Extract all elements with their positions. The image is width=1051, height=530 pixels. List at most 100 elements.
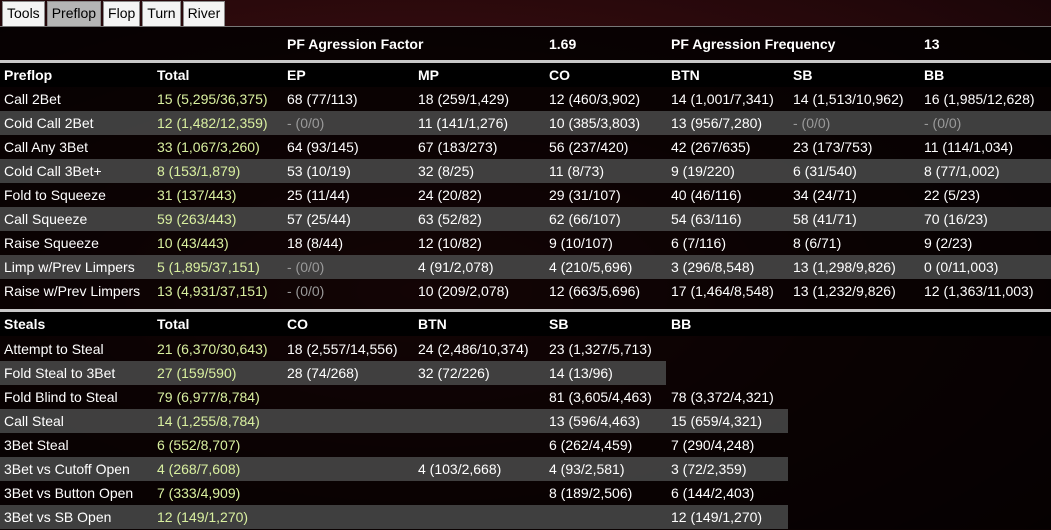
- stat-value: 14 (1,513/10,962): [793, 91, 904, 107]
- stat-value: - (0/0): [287, 115, 325, 131]
- stat-value: 6 (144/2,403): [671, 485, 755, 501]
- stat-row-cold-call-2bet[interactable]: Cold Call 2Bet 12 (1,482/12,359) - (0/0) 11…: [0, 111, 1051, 135]
- stat-value: 3 (296/8,548): [671, 259, 755, 275]
- stat-label: Call 2Bet: [4, 91, 61, 107]
- column-header-ep[interactable]: EP: [287, 67, 306, 83]
- stat-value: 32 (72/226): [418, 365, 490, 381]
- stat-row-fold-blind-to-steal[interactable]: Fold Blind to Steal 79 (6,977/8,784) 81 (3…: [0, 385, 788, 409]
- stat-value: 11 (8/73): [549, 163, 604, 179]
- stat-value: 15 (5,295/36,375): [157, 91, 268, 107]
- stat-value: 12 (10/82): [418, 235, 482, 251]
- stat-value: 81 (3,605/4,463): [549, 389, 652, 405]
- stat-row-attempt-to-steal[interactable]: Attempt to Steal 21 (6,370/30,643) 18 (2,5…: [0, 337, 666, 361]
- stat-row-call-any-3bet[interactable]: Call Any 3Bet 33 (1,067/3,260) 64 (93/145)…: [0, 135, 1051, 159]
- stat-row-fold-to-squeeze[interactable]: Fold to Squeeze 31 (137/443) 25 (11/44) 24 …: [0, 183, 1051, 207]
- stat-value: 4 (103/2,668): [418, 461, 502, 477]
- steals-header: Steals Total CO BTN SB BB: [0, 309, 1051, 336]
- stat-value: 23 (173/753): [793, 139, 873, 155]
- stat-value: 4 (93/2,581): [549, 461, 625, 477]
- stat-value: 12 (149/1,270): [671, 509, 763, 525]
- af-value: 1.69: [549, 36, 577, 52]
- stat-value: 42 (267/635): [671, 139, 751, 155]
- stat-value: 78 (3,372/4,321): [671, 389, 774, 405]
- stat-value: 64 (93/145): [287, 139, 359, 155]
- stat-value: 7 (333/4,909): [157, 485, 241, 501]
- stat-row-raise-squeeze[interactable]: Raise Squeeze 10 (43/443) 18 (8/44) 12 (10/…: [0, 231, 1051, 255]
- stat-row-cold-call-3bet[interactable]: Cold Call 3Bet+ 8 (153/1,879) 53 (10/19) 32…: [0, 159, 1051, 183]
- stat-value: 10 (385/3,803): [549, 115, 641, 131]
- stat-label: Raise w/Prev Limpers: [4, 283, 141, 299]
- stat-value: 15 (659/4,321): [671, 413, 763, 429]
- stat-value: 10 (209/2,078): [418, 283, 510, 299]
- column-header-co[interactable]: CO: [549, 67, 570, 83]
- stat-row-limp-w-prev-limpers[interactable]: Limp w/Prev Limpers 5 (1,895/37,151) - (0/…: [0, 255, 1051, 279]
- column-header-btn[interactable]: BTN: [671, 67, 700, 83]
- column-header-bb[interactable]: BB: [671, 316, 692, 332]
- stat-value: 32 (8/25): [418, 163, 475, 179]
- stat-value: 3 (72/2,359): [671, 461, 747, 477]
- tab-river[interactable]: River: [182, 1, 226, 26]
- stat-value: 9 (19/220): [671, 163, 735, 179]
- column-header-total[interactable]: Total: [157, 67, 190, 83]
- stat-value: - (0/0): [793, 115, 831, 131]
- stat-row-call-steal[interactable]: Call Steal 14 (1,255/8,784) 13 (596/4,463)…: [0, 409, 788, 433]
- stat-value: 7 (290/4,248): [671, 437, 755, 453]
- stat-value: 18 (8/44): [287, 235, 344, 251]
- tab-turn[interactable]: Turn: [142, 1, 181, 26]
- stat-value: 8 (189/2,506): [549, 485, 633, 501]
- stat-value: 12 (1,363/11,003): [924, 283, 1034, 299]
- column-header-bb[interactable]: BB: [924, 67, 945, 83]
- tab-preflop[interactable]: Preflop: [46, 1, 102, 26]
- stat-row-call-2bet[interactable]: Call 2Bet 15 (5,295/36,375) 68 (77/113) 18 …: [0, 87, 1051, 111]
- column-header-sb[interactable]: SB: [793, 67, 813, 83]
- stat-label: Cold Call 2Bet: [4, 115, 94, 131]
- stat-row-raise-w-prev-limpers[interactable]: Raise w/Prev Limpers 13 (4,931/37,151) - (…: [0, 279, 1051, 303]
- stat-value: 14 (1,001/7,341): [671, 91, 774, 107]
- stat-value: 11 (141/1,276): [418, 115, 509, 131]
- stat-row-3bet-steal[interactable]: 3Bet Steal 6 (552/8,707) 6 (262/4,459) 7 (2…: [0, 433, 788, 457]
- stat-value: 27 (159/590): [157, 365, 237, 381]
- stat-value: 21 (6,370/30,643): [157, 341, 268, 357]
- stat-value: 40 (46/116): [671, 187, 742, 203]
- stat-value: 24 (20/82): [418, 187, 482, 203]
- stat-value: 17 (1,464/8,548): [671, 283, 774, 299]
- column-header-mp[interactable]: MP: [418, 67, 439, 83]
- stat-value: - (0/0): [924, 115, 962, 131]
- stat-row-3bet-vs-button-open[interactable]: 3Bet vs Button Open 7 (333/4,909) 8 (189/2…: [0, 481, 788, 505]
- stat-label: Call Squeeze: [4, 211, 88, 227]
- column-header-total[interactable]: Total: [157, 316, 190, 332]
- column-header-btn[interactable]: BTN: [418, 316, 447, 332]
- column-header-preflop[interactable]: Preflop: [4, 67, 53, 83]
- stat-value: 12 (149/1,270): [157, 509, 249, 525]
- stat-label: Call Any 3Bet: [4, 139, 89, 155]
- stat-value: 56 (237/420): [549, 139, 629, 155]
- tab-bar: Tools Preflop Flop Turn River: [2, 1, 226, 26]
- stat-value: 16 (1,985/12,628): [924, 91, 1035, 107]
- stat-value: 8 (6/71): [793, 235, 842, 251]
- stat-row-call-squeeze[interactable]: Call Squeeze 59 (263/443) 57 (25/44) 63 (52…: [0, 207, 1051, 231]
- stat-value: 13 (4,931/37,151): [157, 283, 268, 299]
- tab-flop[interactable]: Flop: [103, 1, 141, 26]
- stat-row-fold-steal-to-3bet[interactable]: Fold Steal to 3Bet 27 (159/590) 28 (74/268…: [0, 361, 666, 385]
- stat-value: 22 (5/23): [924, 187, 981, 203]
- stat-row-3bet-vs-sb-open[interactable]: 3Bet vs SB Open 12 (149/1,270) 12 (149/1,2…: [0, 505, 788, 529]
- stat-row-3bet-vs-cutoff-open[interactable]: 3Bet vs Cutoff Open 4 (268/7,608) 4 (103/2…: [0, 457, 788, 481]
- stat-value: 62 (66/107): [549, 211, 621, 227]
- stat-value: 33 (1,067/3,260): [157, 139, 260, 155]
- stat-value: 13 (596/4,463): [549, 413, 641, 429]
- stat-value: 63 (52/82): [418, 211, 482, 227]
- stat-label: Attempt to Steal: [4, 341, 104, 357]
- stat-value: 14 (13/96): [549, 365, 613, 381]
- stat-value: 18 (2,557/14,556): [287, 341, 398, 357]
- stat-value: 18 (259/1,429): [418, 91, 510, 107]
- stat-value: 10 (43/443): [157, 235, 229, 251]
- stat-value: 14 (1,255/8,784): [157, 413, 260, 429]
- tab-tools[interactable]: Tools: [2, 1, 45, 26]
- stat-value: 11 (114/1,034): [924, 139, 1013, 155]
- column-header-sb[interactable]: SB: [549, 316, 569, 332]
- stat-value: 13 (1,232/9,826): [793, 283, 896, 299]
- column-header-steals[interactable]: Steals: [4, 316, 46, 332]
- preflop-header: Preflop Total EP MP CO BTN SB BB: [0, 60, 1051, 87]
- stat-value: 57 (25/44): [287, 211, 351, 227]
- column-header-co[interactable]: CO: [287, 316, 308, 332]
